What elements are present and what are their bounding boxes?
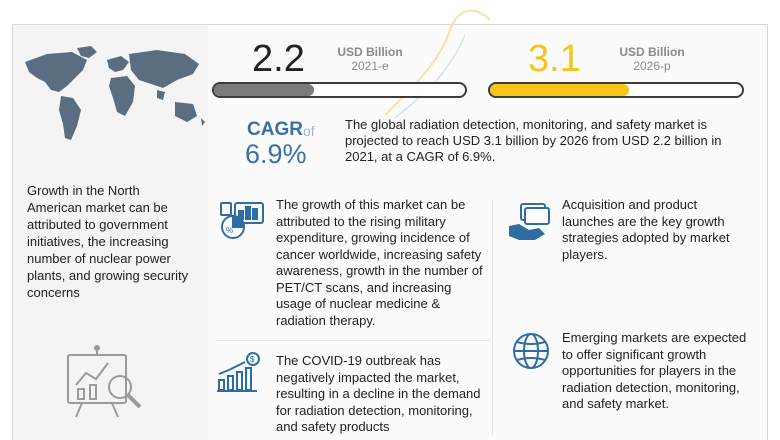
acquisition-strategy-text: Acquisition and product launches are the…	[562, 197, 730, 262]
growth-drivers-text: The growth of this market can be attribu…	[276, 197, 483, 328]
metric-2021-unit: USD Billion 2021-e	[330, 45, 410, 73]
metric-2021-year: 2021-e	[351, 59, 389, 73]
metric-2021-bar	[212, 82, 467, 98]
metric-2021-value: 2.2	[252, 38, 305, 80]
metric-2026-value: 3.1	[528, 38, 581, 80]
metric-2021-bar-fill	[214, 84, 315, 96]
statistics-icon: %	[220, 202, 264, 239]
metric-2026-bar	[488, 82, 744, 98]
metric-2026-bar-fill	[490, 84, 629, 96]
dollar-chart-icon: $	[217, 352, 260, 392]
metric-2026-year: 2026-p	[633, 59, 671, 73]
covid-impact-text: The COVID-19 outbreak has negatively imp…	[276, 353, 481, 434]
globe-icon	[513, 333, 549, 369]
column-divider	[492, 200, 493, 435]
emerging-markets-text: Emerging markets are expected to offer s…	[562, 330, 747, 411]
row-divider	[215, 340, 490, 341]
cagr-label: CAGR	[247, 119, 303, 140]
cagr-value: 6.9%	[245, 139, 307, 169]
metric-2021-unit-label: USD Billion	[337, 45, 403, 59]
handshake-money-icon	[509, 203, 550, 240]
cagr-of: of	[303, 123, 315, 139]
svg-text:%: %	[226, 226, 233, 235]
left-panel	[13, 25, 208, 440]
analytics-board-icon	[67, 345, 142, 418]
market-summary: The global radiation detection, monitori…	[345, 117, 722, 164]
metric-2026-unit-label: USD Billion	[619, 45, 685, 59]
north-america-text: Growth in the North American market can …	[27, 183, 189, 300]
svg-text:$: $	[250, 355, 255, 364]
metric-2026-unit: USD Billion 2026-p	[612, 45, 692, 73]
world-map-icon	[25, 46, 205, 140]
